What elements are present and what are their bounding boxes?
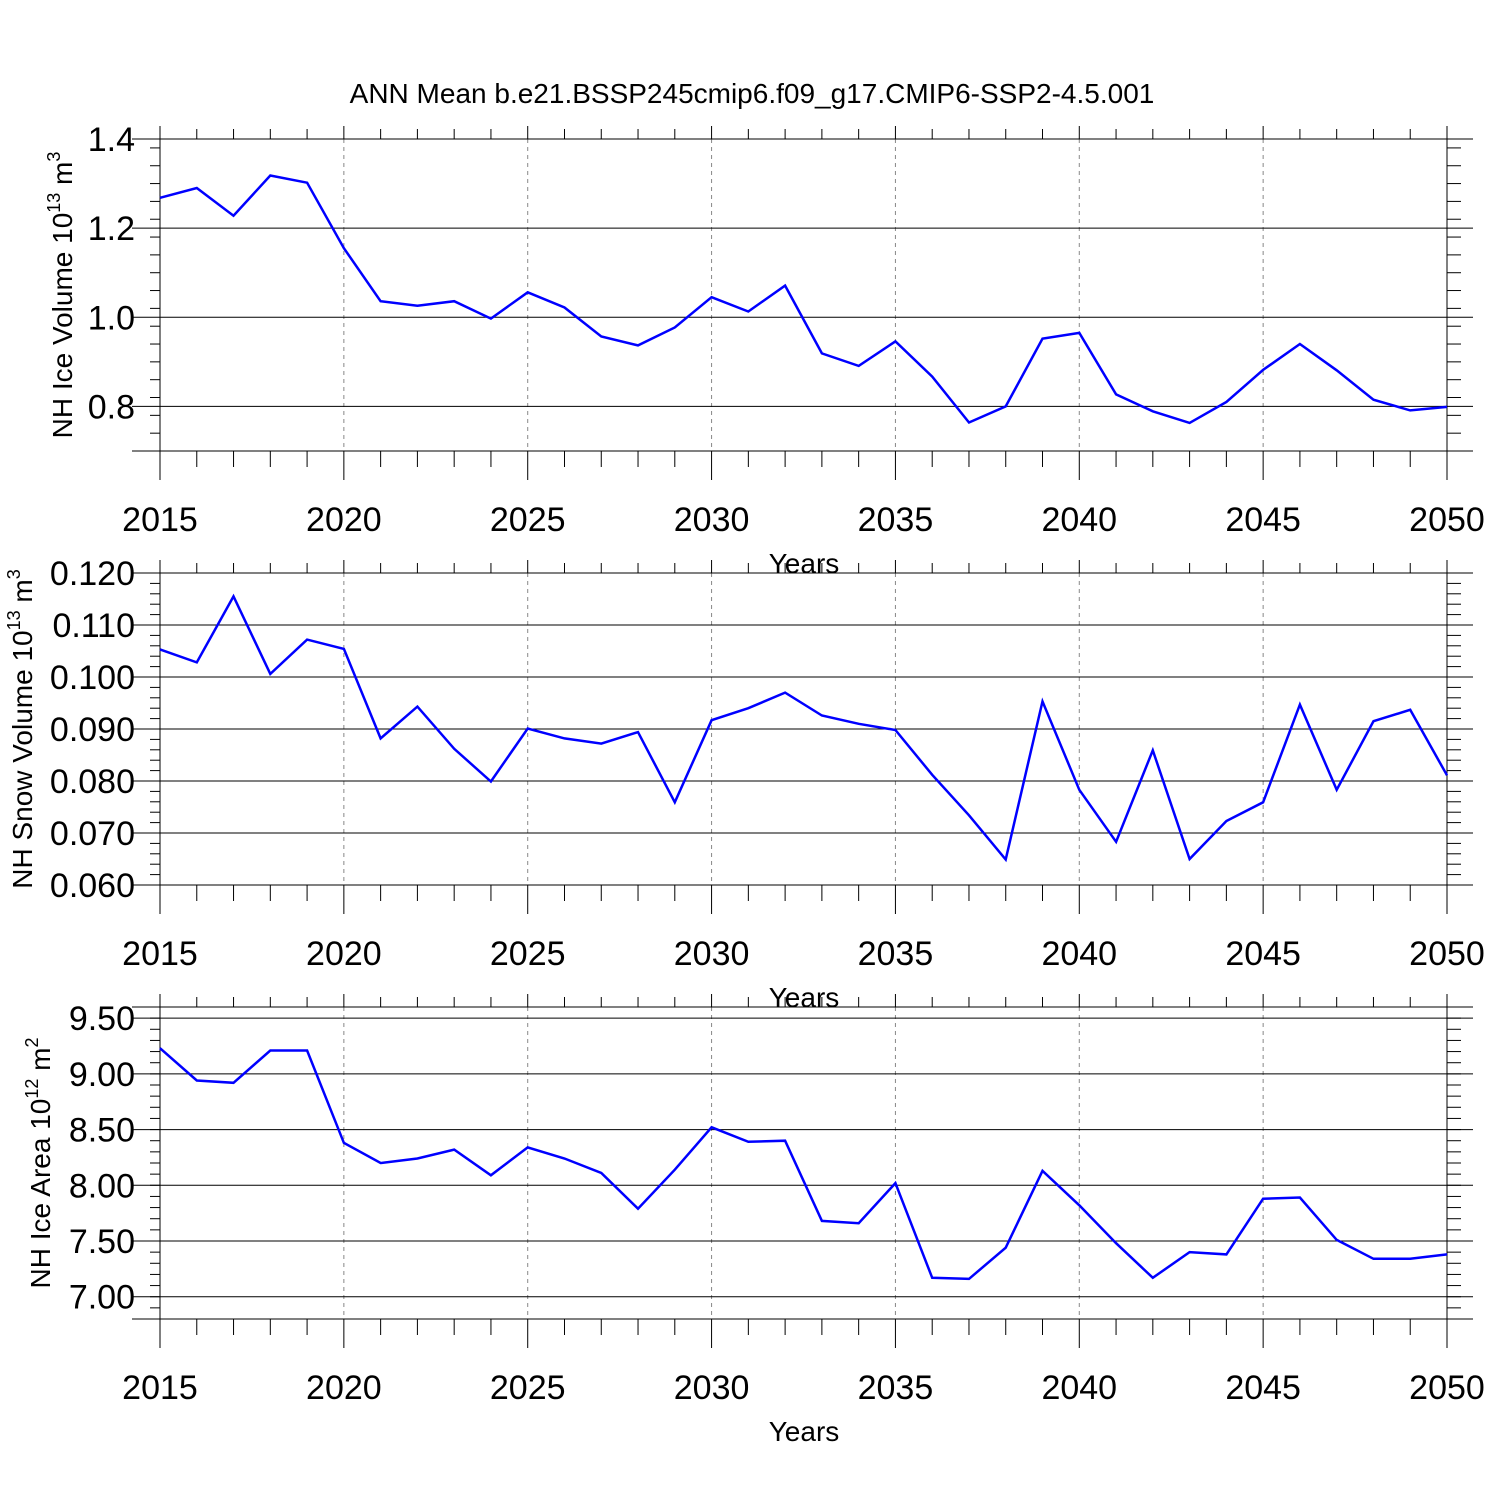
y-axis-label: NH Ice Volume 1013 m3	[44, 152, 78, 439]
x-tick-label: 2030	[674, 501, 750, 539]
x-tick-label: 2020	[306, 935, 382, 973]
panel-2: 0.060 0.070 0.080 0.090 0.100 0.110 0.120 2015 2…	[4, 555, 1485, 1013]
figure-title: ANN Mean b.e21.BSSP245cmip6.f09_g17.CMIP…	[350, 78, 1155, 109]
x-tick-label: 2025	[490, 1369, 566, 1407]
panel-3: 7.00 7.50 8.00 8.50 9.00 9.50 2015 2020 2025 2030…	[22, 994, 1485, 1447]
x-tick-label: 2045	[1225, 501, 1301, 539]
x-tick-label: 2020	[306, 1369, 382, 1407]
y-tick-label: 1.0	[88, 299, 135, 337]
x-tick-label: 2030	[674, 1369, 750, 1407]
x-tick-label: 2050	[1409, 501, 1485, 539]
y-tick-label: 0.120	[50, 555, 135, 593]
y-tick-label: 0.8	[88, 388, 135, 426]
x-tick-label: 2030	[674, 935, 750, 973]
y-tick-label: 0.060	[50, 867, 135, 905]
series-line	[159, 593, 1449, 863]
series-line	[159, 1047, 1448, 1281]
y-tick-label: 0.080	[50, 763, 135, 801]
x-tick-label: 2050	[1409, 1369, 1485, 1407]
y-tick-label: 8.50	[69, 1112, 135, 1150]
y-tick-label: 1.2	[88, 210, 135, 248]
y-axis-label: NH Ice Area 1012 m2	[22, 1037, 56, 1288]
x-tick-label: 2035	[858, 501, 934, 539]
x-tick-label: 2040	[1041, 501, 1117, 539]
series-line	[159, 174, 1448, 425]
y-tick-label: 0.090	[50, 711, 135, 749]
y-tick-label: 7.50	[69, 1223, 135, 1261]
y-tick-label: 0.110	[52, 607, 135, 645]
x-tick-label: 2035	[858, 935, 934, 973]
x-tick-label: 2040	[1041, 1369, 1117, 1407]
y-axis-label: NH Snow Volume 1013 m3	[4, 569, 38, 889]
x-tick-label: 2015	[122, 1369, 198, 1407]
y-tick-label: 8.00	[69, 1167, 135, 1205]
x-tick-label: 2025	[490, 501, 566, 539]
x-axis-label: Years	[769, 982, 840, 1013]
y-tick-label: 1.4	[88, 121, 135, 159]
panel-1: 0.8 1.0 1.2 1.4 2015 2020 2025 2030 2035 2040 2045…	[44, 121, 1485, 579]
x-tick-label: 2015	[122, 935, 198, 973]
x-tick-label: 2050	[1409, 935, 1485, 973]
x-axis-label: Years	[769, 548, 840, 579]
x-tick-label: 2015	[122, 501, 198, 539]
x-tick-label: 2025	[490, 935, 566, 973]
y-tick-label: 7.00	[69, 1279, 135, 1317]
y-tick-label: 9.00	[69, 1056, 135, 1094]
x-tick-label: 2045	[1225, 1369, 1301, 1407]
x-axis-label: Years	[769, 1416, 840, 1447]
x-tick-label: 2035	[858, 1369, 934, 1407]
x-tick-label: 2045	[1225, 935, 1301, 973]
y-tick-label: 9.50	[69, 1000, 135, 1038]
x-tick-label: 2040	[1041, 935, 1117, 973]
x-tick-label: 2020	[306, 501, 382, 539]
y-tick-label: 0.100	[50, 659, 135, 697]
y-tick-label: 0.070	[50, 815, 135, 853]
